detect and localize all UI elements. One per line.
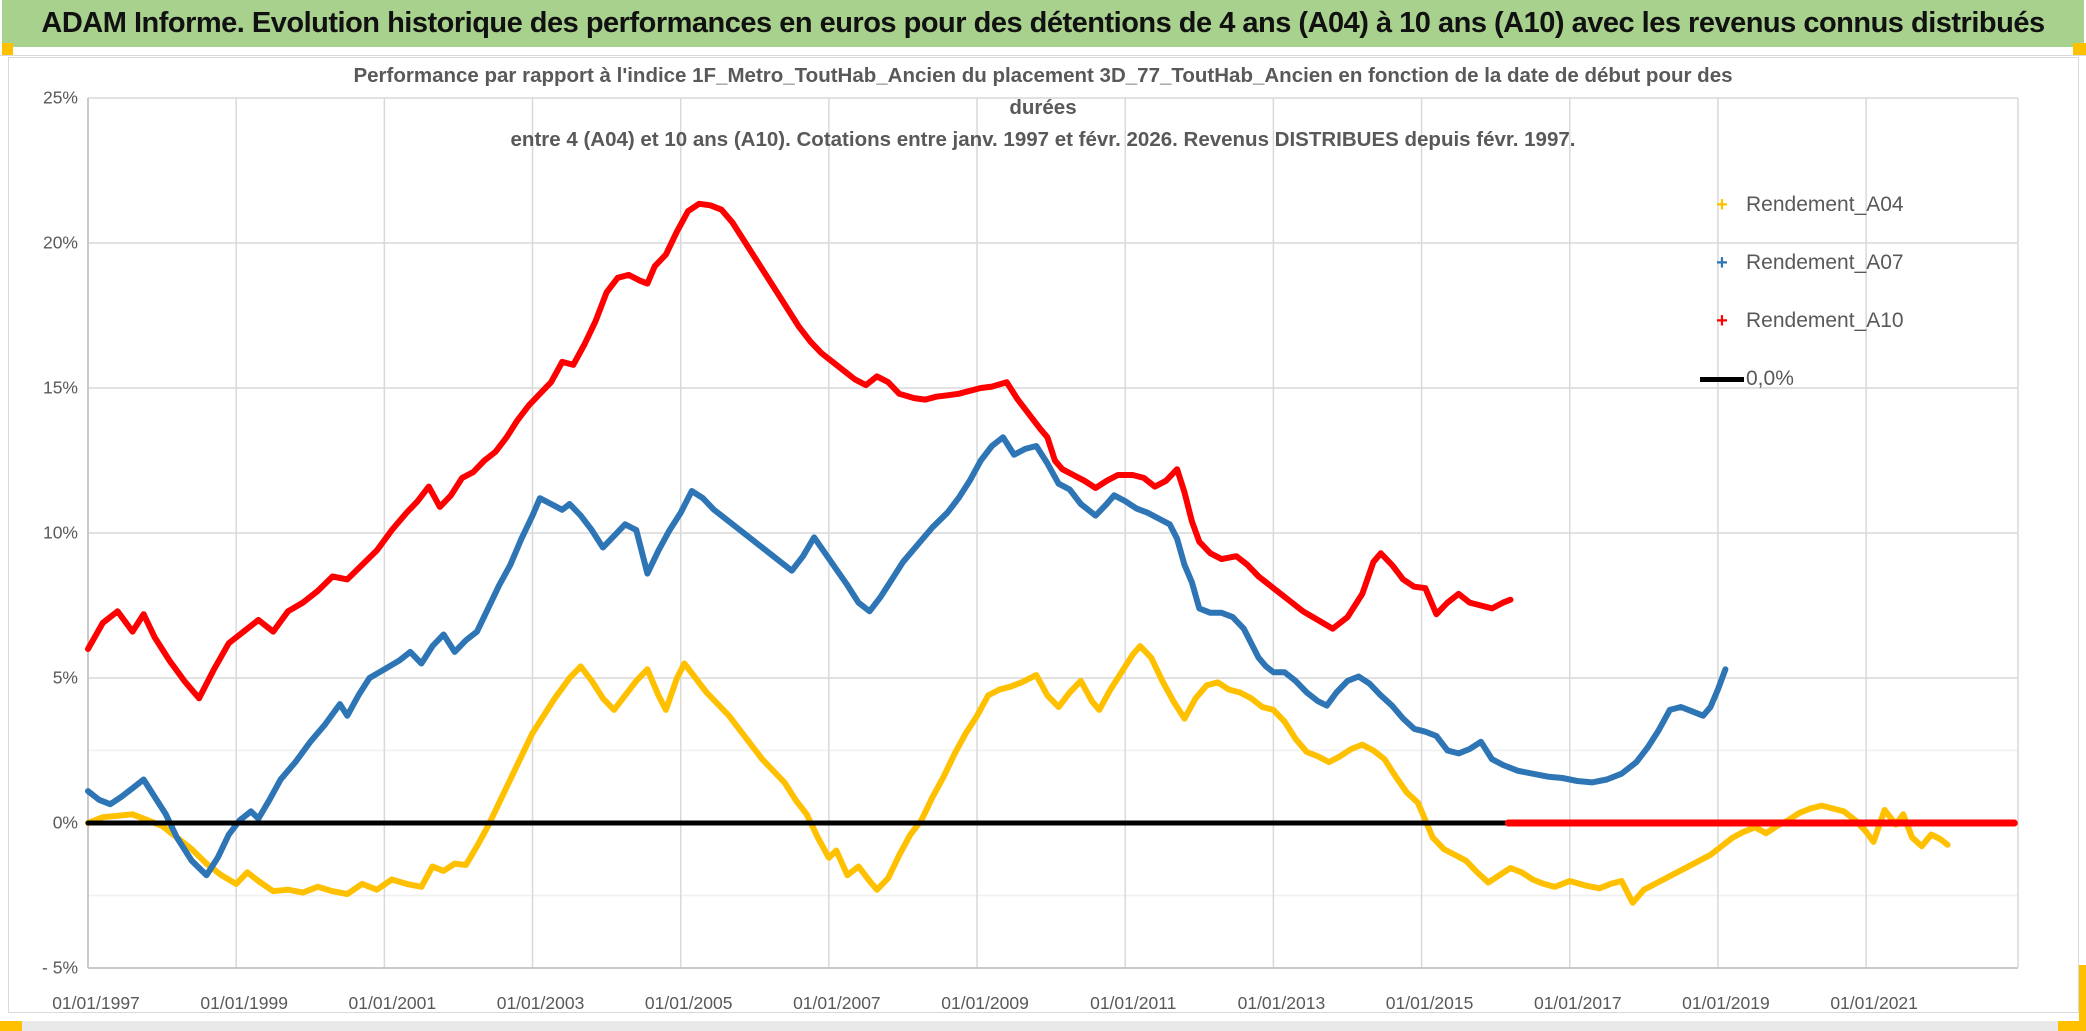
- y-tick-20%: 20%: [42, 232, 78, 253]
- legend-label: Rendement_A07: [1746, 251, 1904, 274]
- x-tick-2017: 01/01/2017: [1533, 993, 1622, 1013]
- x-tick-1999: 01/01/1999: [200, 993, 288, 1013]
- legend-label: 0,0%: [1746, 367, 1794, 390]
- series-Rendement_A07: [85, 434, 1729, 879]
- y-tick-25%: 25%: [42, 87, 78, 108]
- legend-item-RendementA07: + Rendement_A07: [1700, 243, 1904, 283]
- legend-item-RendementA04: + Rendement_A04: [1700, 185, 1904, 225]
- x-tick-2019: 01/01/2019: [1682, 993, 1770, 1013]
- y-tick-15%: 15%: [42, 377, 78, 398]
- x-tick-2015: 01/01/2015: [1385, 993, 1474, 1013]
- bottom-row-strip: [0, 1021, 2086, 1031]
- y-tick-5%: 5%: [52, 667, 78, 688]
- x-tick-2013: 01/01/2013: [1237, 993, 1326, 1013]
- gold-accent-right-edge: [2079, 965, 2086, 1031]
- x-tick-2009: 01/01/2009: [941, 993, 1029, 1013]
- zero-line-swatch: [1700, 376, 1744, 382]
- y-tick-0%: 0%: [52, 812, 78, 833]
- y-tick-10%: 10%: [42, 522, 78, 543]
- gold-accent-bottom-right: [2058, 1021, 2086, 1031]
- x-tick-2001: 01/01/2001: [348, 993, 437, 1013]
- header-divider: [0, 55, 2086, 56]
- series-Rendement_A04: [85, 643, 1951, 906]
- gold-accent-bottom-left: [0, 1021, 22, 1031]
- gold-accent-top-left: [2, 43, 13, 55]
- series-Rendement_A10: [85, 200, 1514, 702]
- x-tick-1997: 01/01/1997: [52, 993, 140, 1013]
- x-tick-2011: 01/01/2011: [1090, 993, 1177, 1013]
- legend-item-00: 0,0%: [1700, 359, 1794, 399]
- y-tick--5%: - 5%: [42, 957, 78, 978]
- page-title: ADAM Informe. Evolution historique des p…: [41, 7, 2045, 39]
- plus-marker-icon: +: [1716, 194, 1728, 216]
- x-tick-2003: 01/01/2003: [496, 993, 585, 1013]
- chart-object-frame: [8, 57, 2079, 1013]
- legend-label: Rendement_A04: [1746, 193, 1904, 216]
- gold-accent-top-right: [2073, 43, 2086, 55]
- plus-marker-icon: +: [1716, 252, 1728, 274]
- x-tick-2007: 01/01/2007: [793, 993, 881, 1013]
- x-tick-2005: 01/01/2005: [644, 993, 733, 1013]
- legend-item-RendementA10: + Rendement_A10: [1700, 301, 1904, 341]
- page-header-banner: ADAM Informe. Evolution historique des p…: [2, 0, 2084, 47]
- legend-label: Rendement_A10: [1746, 309, 1904, 332]
- x-tick-2021: 01/01/2021: [1830, 993, 1918, 1013]
- plus-marker-icon: +: [1716, 310, 1728, 332]
